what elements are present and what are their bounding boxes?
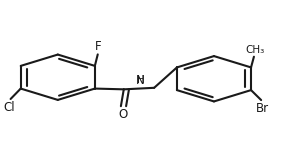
Text: Cl: Cl [3, 100, 15, 114]
Text: F: F [95, 40, 102, 53]
Text: CH₃: CH₃ [245, 45, 265, 55]
Text: Br: Br [256, 102, 269, 115]
Text: N: N [136, 74, 145, 87]
Text: H: H [137, 75, 144, 85]
Text: O: O [119, 108, 128, 122]
